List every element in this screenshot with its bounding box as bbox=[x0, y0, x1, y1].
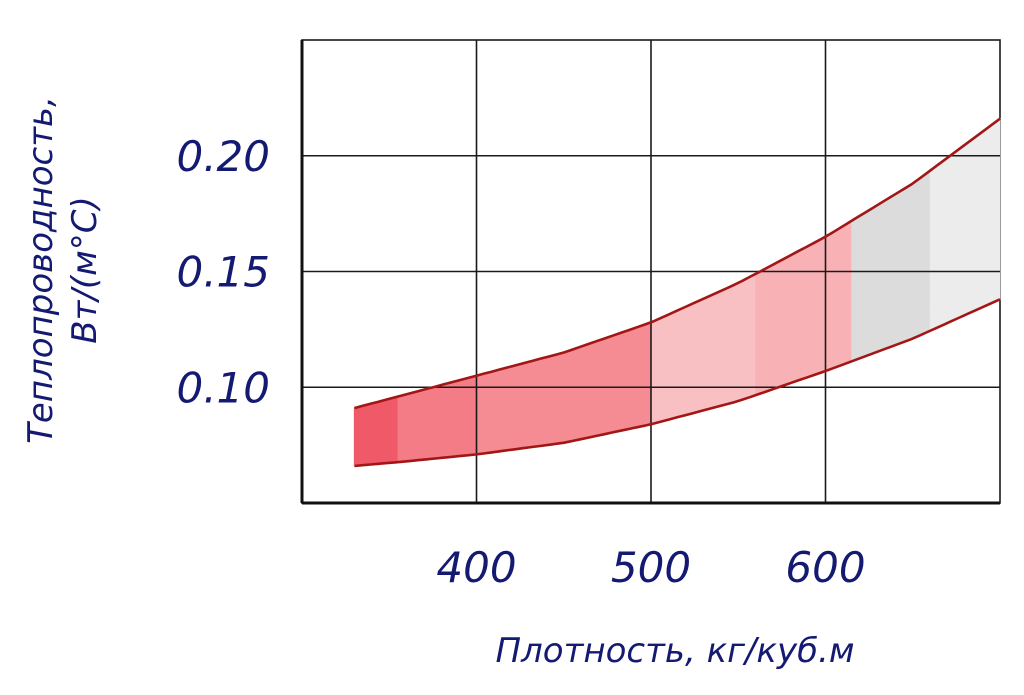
band-segment-1 bbox=[397, 375, 477, 463]
x-tick-label-1: 500 bbox=[611, 543, 691, 592]
upper-curve bbox=[354, 117, 1001, 410]
y-tick-label-1: 0.15 bbox=[176, 248, 270, 297]
y-axis-title-line-1: Теплопроводность, bbox=[21, 96, 61, 444]
axes bbox=[300, 40, 1000, 505]
conductivity-band bbox=[353, 117, 1001, 467]
grid bbox=[302, 40, 1000, 503]
band-segment-2 bbox=[476, 321, 652, 455]
band-segment-6 bbox=[929, 117, 1001, 332]
x-tick-labels: 400 500 600 bbox=[436, 543, 865, 592]
x-tick-label-2: 600 bbox=[785, 543, 865, 592]
band-segment-5 bbox=[851, 169, 931, 362]
y-axis-title: Теплопроводность, Вт/(м°С) bbox=[21, 96, 105, 444]
y-tick-label-2: 0.20 bbox=[176, 132, 270, 181]
x-axis-title: Плотность, кг/куб.м bbox=[495, 631, 854, 671]
y-axis-title-line-2: Вт/(м°С) bbox=[65, 196, 105, 344]
lower-curve bbox=[354, 298, 1001, 468]
boundary-curves bbox=[353, 117, 1001, 468]
y-tick-label-0: 0.10 bbox=[176, 363, 270, 412]
x-tick-label-0: 400 bbox=[436, 543, 516, 592]
y-tick-labels: 0.10 0.15 0.20 bbox=[176, 132, 270, 413]
